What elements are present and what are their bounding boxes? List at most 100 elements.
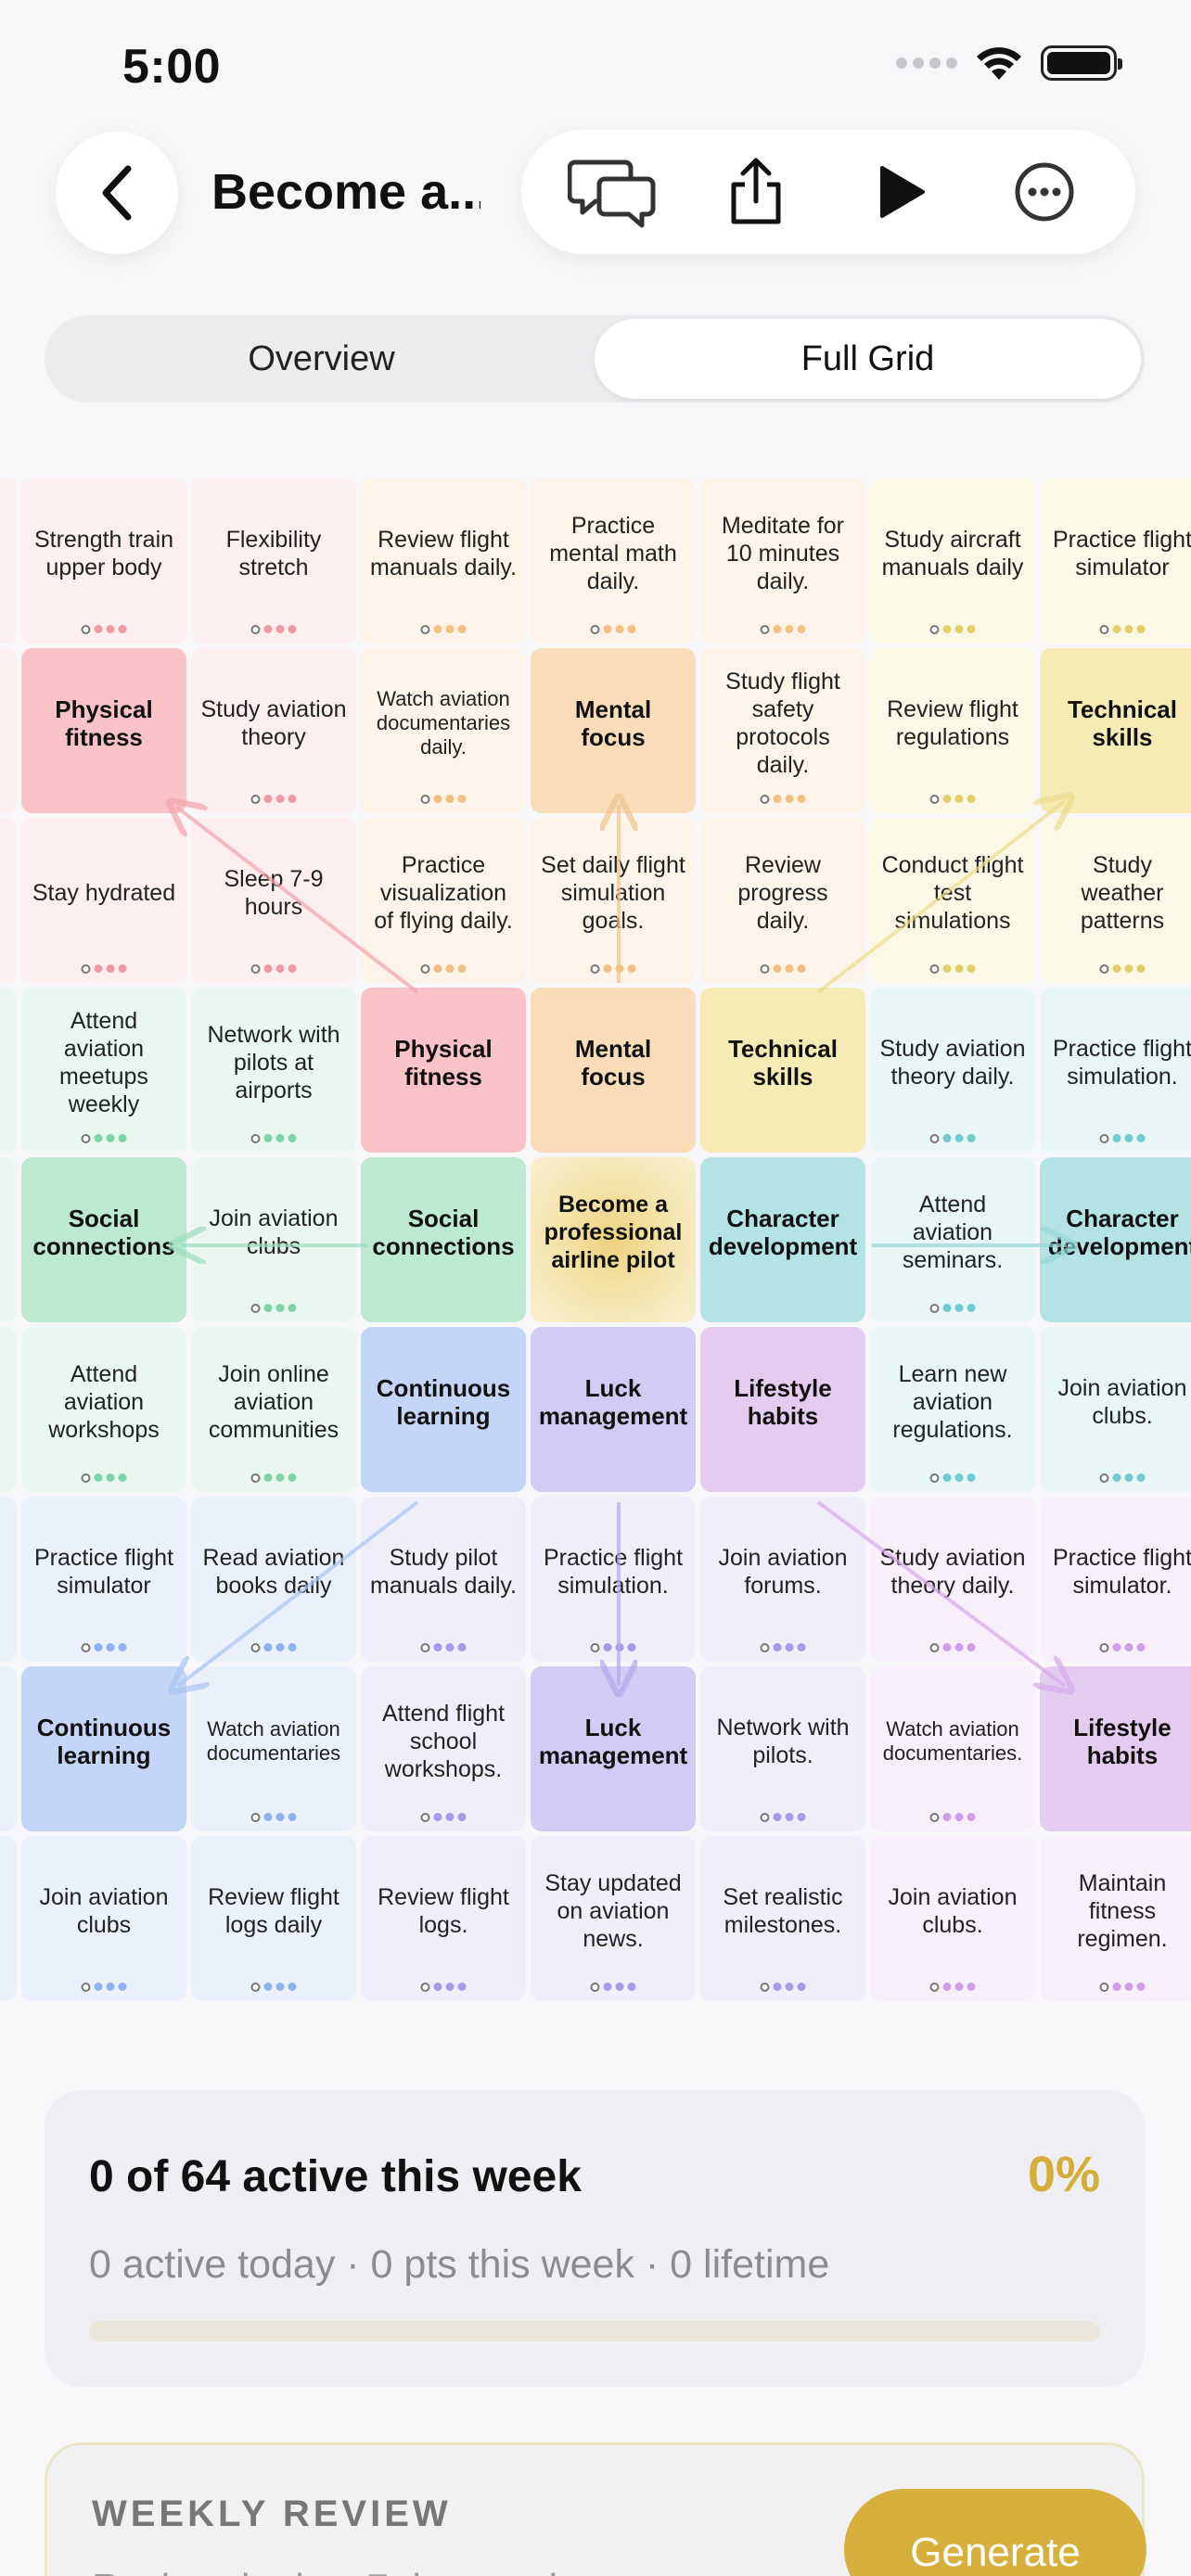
grid-task-cell[interactable]: Strength train upper body [21, 478, 186, 644]
grid-cell-label: Practice flight simulation. [543, 1545, 684, 1599]
grid-task-cell[interactable]: Sleep 7-9 hours [191, 818, 356, 983]
cell-progress-dots [929, 1473, 976, 1483]
grid-goal-cell[interactable]: Character development [700, 1157, 865, 1322]
back-button[interactable] [56, 132, 178, 254]
grid-task-cell[interactable]: Attend flight school workshops. [361, 1666, 526, 1831]
play-button[interactable] [854, 146, 947, 238]
grid-task-cell[interactable]: Practice flight simulator [21, 1497, 186, 1662]
grid-task-cell[interactable]: Practice mental math daily. [531, 478, 696, 644]
grid-goal-cell[interactable]: Lifestyle habits [700, 1327, 865, 1492]
grid-task-cell[interactable] [0, 818, 17, 983]
grid-cell-label: Meditate for 10 minutes daily. [721, 513, 844, 594]
grid-goal-cell[interactable]: Luck management [531, 1666, 696, 1831]
grid-task-cell[interactable]: Attend aviation seminars. [870, 1157, 1035, 1322]
cell-progress-dots [250, 1473, 297, 1483]
grid-goal-cell[interactable]: Character development [1040, 1157, 1191, 1322]
grid-goal-cell[interactable]: Physical fitness [21, 648, 186, 813]
grid-task-cell[interactable]: Join online aviation communities [191, 1327, 356, 1492]
grid-task-cell[interactable]: Set daily flight simulation goals. [531, 818, 696, 983]
grid-task-cell[interactable]: Read aviation books daily [191, 1497, 356, 1662]
grid-task-cell[interactable]: Study weather patterns [1040, 818, 1191, 983]
grid-goal-cell[interactable]: Luck management [531, 1327, 696, 1492]
grid-task-cell[interactable]: Study aviation theory daily. [870, 988, 1035, 1153]
grid-task-cell[interactable]: Attend aviation workshops [21, 1327, 186, 1492]
grid-task-cell[interactable]: Attend aviation meetups weekly [21, 988, 186, 1153]
grid-task-cell[interactable]: Network with pilots. [700, 1666, 865, 1831]
grid-task-cell[interactable]: Network with pilots at airports [191, 988, 356, 1153]
grid-task-cell[interactable]: Join aviation clubs [191, 1157, 356, 1322]
grid-cell-label: Continuous learning [376, 1374, 511, 1430]
comments-button[interactable] [566, 146, 659, 238]
grid-goal-cell[interactable]: Technical skills [700, 988, 865, 1153]
share-button[interactable] [710, 146, 802, 238]
more-options-button[interactable] [998, 146, 1091, 238]
cell-progress-dots [81, 1134, 127, 1143]
grid-main-goal-cell[interactable]: Become a professional airline pilot [531, 1157, 696, 1322]
generate-button[interactable]: Generate [844, 2489, 1146, 2576]
grid-task-cell[interactable]: Join aviation clubs [21, 1836, 186, 2001]
grid-task-cell[interactable]: Practice flight simulation. [531, 1497, 696, 1662]
grid-goal-cell[interactable]: Continuous learning [361, 1327, 526, 1492]
grid-task-cell[interactable] [0, 1497, 17, 1662]
grid-task-cell[interactable]: Practice flight simulator [1040, 478, 1191, 644]
grid-task-cell[interactable]: Study pilot manuals daily. [361, 1497, 526, 1662]
grid-task-cell[interactable]: Conduct flight test simulations [870, 818, 1035, 983]
grid-task-cell[interactable]: Review flight manuals daily. [361, 478, 526, 644]
grid-task-cell[interactable] [0, 1836, 17, 2001]
grid-task-cell[interactable] [0, 988, 17, 1153]
grid-task-cell[interactable]: Review flight regulations [870, 648, 1035, 813]
grid-task-cell[interactable]: Study flight safety protocols daily. [700, 648, 865, 813]
grid-task-cell[interactable]: Watch aviation documentaries [191, 1666, 356, 1831]
grid-task-cell[interactable]: Flexibility stretch [191, 478, 356, 644]
grid-task-cell[interactable]: Maintain fitness regimen. [1040, 1836, 1191, 2001]
grid-goal-cell[interactable]: Mental focus [531, 648, 696, 813]
grid-task-cell[interactable] [0, 478, 17, 644]
cell-progress-dots [760, 1643, 806, 1652]
grid-task-cell[interactable]: Review flight logs daily [191, 1836, 356, 2001]
progress-bar [89, 2321, 1100, 2341]
progress-percent: 0% [1027, 2147, 1100, 2202]
grid-task-cell[interactable]: Practice visualization of flying daily. [361, 818, 526, 983]
grid-task-cell[interactable]: Join aviation clubs. [1040, 1327, 1191, 1492]
grid-cell-label: Study aviation theory [200, 696, 347, 750]
grid-task-cell[interactable]: Stay hydrated [21, 818, 186, 983]
grid-goal-cell[interactable]: Social connections [361, 1157, 526, 1322]
grid-task-cell[interactable]: Set realistic milestones. [700, 1836, 865, 2001]
grid-task-cell[interactable]: Review flight logs. [361, 1836, 526, 2001]
share-icon [731, 158, 781, 224]
cell-progress-dots [760, 795, 806, 804]
grid-task-cell[interactable]: Join aviation clubs. [870, 1836, 1035, 2001]
grid-task-cell[interactable]: Learn new aviation regulations. [870, 1327, 1035, 1492]
grid-cell-label: Practice visualization of flying daily. [374, 852, 513, 934]
grid-goal-cell[interactable]: Mental focus [531, 988, 696, 1153]
grid-goal-cell[interactable]: Technical skills [1040, 648, 1191, 813]
grid-task-cell[interactable]: Practice flight simulator. [1040, 1497, 1191, 1662]
grid-task-cell[interactable]: Join aviation forums. [700, 1497, 865, 1662]
grid-task-cell[interactable]: Watch aviation documentaries. [870, 1666, 1035, 1831]
grid-task-cell[interactable] [0, 1157, 17, 1322]
tab-full-grid[interactable]: Full Grid [595, 319, 1141, 399]
grid-task-cell[interactable]: Stay updated on aviation news. [531, 1836, 696, 2001]
grid-task-cell[interactable]: Study aviation theory daily. [870, 1497, 1035, 1662]
grid-cell-label: Study weather patterns [1080, 852, 1165, 934]
grid-task-cell[interactable]: Study aviation theory [191, 648, 356, 813]
grid-goal-cell[interactable]: Continuous learning [21, 1666, 186, 1831]
grid-cell-label: Practice flight simulation. [1052, 1036, 1191, 1090]
cell-progress-dots [1099, 964, 1146, 974]
grid-task-cell[interactable] [0, 1327, 17, 1492]
grid-task-cell[interactable] [0, 1666, 17, 1831]
grid-cell-label: Character development [708, 1205, 858, 1260]
grid-task-cell[interactable]: Watch aviation documentaries daily. [361, 648, 526, 813]
grid-cell-label: Set daily flight simulation goals. [541, 852, 685, 934]
grid-goal-cell[interactable]: Physical fitness [361, 988, 526, 1153]
chevron-left-icon [102, 165, 132, 221]
grid-goal-cell[interactable]: Lifestyle habits [1040, 1666, 1191, 1831]
grid-cell-label: Character development [1047, 1205, 1191, 1260]
grid-task-cell[interactable]: Review progress daily. [700, 818, 865, 983]
tab-overview[interactable]: Overview [248, 338, 395, 378]
grid-task-cell[interactable]: Study aircraft manuals daily [870, 478, 1035, 644]
grid-goal-cell[interactable]: Social connections [21, 1157, 186, 1322]
grid-task-cell[interactable]: Practice flight simulation. [1040, 988, 1191, 1153]
grid-task-cell[interactable] [0, 648, 17, 813]
grid-task-cell[interactable]: Meditate for 10 minutes daily. [700, 478, 865, 644]
